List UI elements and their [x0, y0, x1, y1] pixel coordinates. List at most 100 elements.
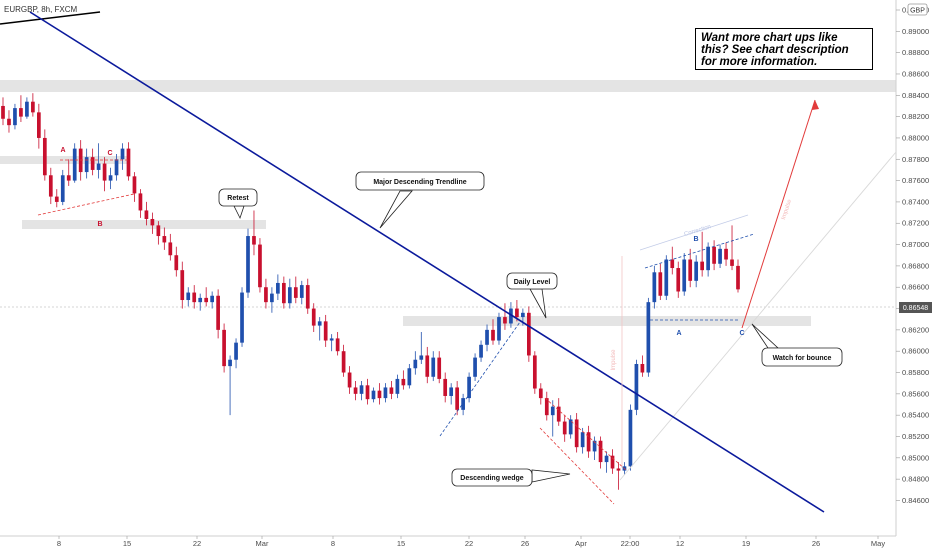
candle-body [174, 255, 179, 271]
candle-body [455, 387, 459, 410]
x-axis-ticks: 8 15 22 Mar 8 15 22 26 Apr 22:00 12 19 26 May [57, 536, 885, 548]
candle-body [329, 338, 334, 341]
candle-body [311, 308, 316, 326]
callout-retest: Retest [218, 188, 258, 220]
candle-body [724, 248, 728, 260]
y-tick-label: 0.85400 [902, 411, 929, 420]
candle-body [25, 101, 29, 117]
last-price-value: 0.86548 [903, 305, 928, 312]
candle-body [287, 287, 292, 304]
y-tick-label: 0.88400 [902, 91, 929, 100]
candle-body [682, 259, 687, 292]
candle-body [252, 236, 256, 245]
candle-body [497, 317, 501, 341]
candle-body [234, 342, 238, 360]
y-tick-label: 0.85000 [902, 453, 929, 462]
candle-body [467, 376, 471, 399]
candle-body [532, 355, 537, 389]
candle-body [126, 148, 131, 177]
candle-body [395, 378, 400, 394]
y-tick-label: 0.85800 [902, 368, 929, 377]
candle-body [13, 108, 17, 126]
candle-body [156, 225, 161, 237]
y-tick-label: 0.87400 [902, 197, 929, 206]
callout-watch-bounce: Watch for bounce [751, 323, 843, 367]
candle-body [413, 359, 418, 369]
candle-body [610, 455, 615, 469]
candle-body [276, 282, 280, 294]
x-tick-label: 22 [193, 539, 201, 548]
y-tick-label: 0.88800 [902, 48, 929, 57]
candle-body [515, 308, 519, 318]
x-tick-label: 22 [465, 539, 473, 548]
candle-body [574, 419, 579, 448]
y-tick-label: 0.87800 [902, 155, 929, 164]
x-tick-label: 26 [521, 539, 529, 548]
candle-body [550, 406, 555, 416]
candle-body [54, 196, 59, 202]
candle-body [592, 440, 597, 452]
x-tick-label: 15 [123, 539, 131, 548]
candle-body [544, 398, 549, 416]
y-tick-label: 0.87200 [902, 219, 929, 228]
candle-body [192, 292, 197, 303]
candle-body [407, 368, 412, 386]
candle-body [706, 246, 710, 271]
candle-body [19, 108, 23, 117]
callout-major-trendline: Major Descending Trendline [355, 171, 485, 229]
candle-body [365, 385, 370, 400]
candle-body [736, 265, 740, 290]
candle-body [246, 236, 250, 293]
candle-body [431, 357, 436, 377]
candle-body [240, 292, 244, 343]
candle-body [628, 409, 633, 467]
candle-body [521, 312, 525, 318]
major-trendline-label: Major Descending Trendline [373, 179, 466, 186]
candle-body [132, 176, 137, 194]
candle-body [658, 272, 663, 296]
pattern-right-upper-line [644, 233, 755, 269]
candle-body [60, 175, 65, 202]
candle-body [186, 292, 191, 301]
x-tick-label: 15 [397, 539, 405, 548]
candle-body [652, 272, 657, 303]
y-tick-label: 0.86000 [902, 347, 929, 356]
candle-body [341, 351, 346, 373]
candle-body [359, 385, 364, 394]
candle-body [168, 242, 173, 256]
candle-body [371, 390, 376, 400]
y-tick-label: 0.87000 [902, 240, 929, 249]
forecast-arrow [741, 99, 816, 329]
candle-body [198, 297, 203, 303]
candle-body [640, 363, 645, 373]
candle-body [1, 105, 5, 119]
top-left-black-line [0, 11, 101, 25]
y-axis-ticks: 0.892000.890000.888000.886000.884000.882… [896, 6, 929, 505]
candle-body [108, 175, 113, 181]
candle-body [96, 163, 101, 170]
x-tick-label: 12 [676, 539, 684, 548]
candle-body [7, 118, 11, 126]
promo-box: Want more chart ups like this? See chart… [695, 28, 873, 70]
point-c-left: C [107, 150, 112, 157]
y-tick-label: 0.89000 [902, 27, 929, 36]
candle-body [216, 295, 220, 330]
descending-wedge-label: Descending wedge [460, 475, 524, 482]
rising-channel-line [439, 321, 521, 437]
candle-body [419, 355, 424, 360]
candle-body [670, 259, 675, 269]
candle-body [700, 261, 704, 271]
candle-body [473, 357, 477, 377]
candle-body [509, 308, 513, 324]
candles-group [1, 93, 740, 490]
candle-body [479, 344, 483, 358]
daily-level-zone [403, 316, 811, 326]
candle-body [586, 432, 591, 452]
candle-body [293, 287, 298, 298]
candle-body [37, 112, 41, 138]
candle-body [72, 148, 77, 181]
x-tick-label: Mar [256, 539, 269, 548]
y-tick-label: 0.84800 [902, 475, 929, 484]
candle-body [449, 387, 454, 396]
